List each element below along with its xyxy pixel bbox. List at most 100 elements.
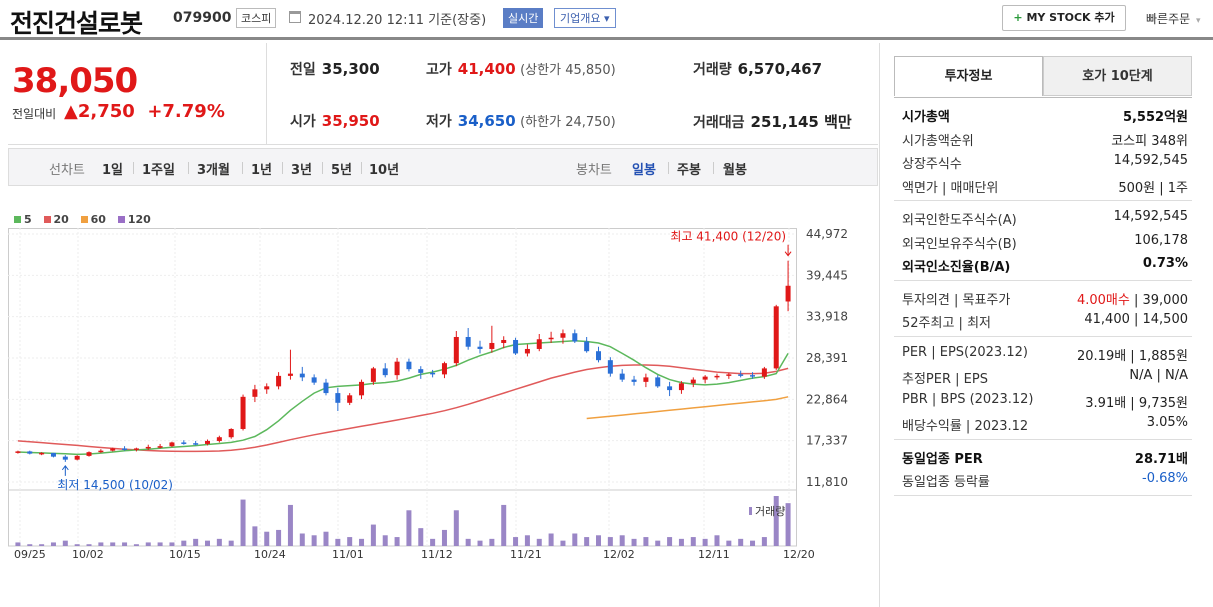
candle-body (619, 373, 625, 380)
info-value: 14,592,545 (1113, 153, 1188, 168)
low-arrow (61, 465, 69, 476)
candle-body (299, 373, 305, 378)
volume-bar (15, 542, 21, 546)
info-key: 시가총액순위 (902, 133, 974, 149)
tab-1w[interactable]: 1주일 (142, 163, 175, 178)
tab-investment-info[interactable]: 투자정보 (894, 56, 1043, 96)
tab-3m[interactable]: 3개월 (197, 163, 230, 178)
info-value: 106,178 (1134, 232, 1188, 248)
info-row: 투자의견 | 목표주가 4.00매수 | 39,000 (894, 285, 1192, 309)
high-arrow (784, 244, 792, 257)
volume-bar (513, 537, 519, 546)
info-key: 외국인보유주식수(B) (902, 236, 1017, 252)
volume-bar (536, 538, 542, 546)
volume-bar (39, 544, 45, 546)
tab-weekly[interactable]: 주봉 (677, 163, 701, 178)
stock-name: 전진건설로봇 (10, 9, 143, 38)
mystock-add-button[interactable]: + MY STOCK 추가 (1002, 5, 1126, 31)
candle-body (631, 379, 637, 382)
x-tick-label: 11/01 (332, 548, 364, 558)
info-value: -0.68% (1142, 471, 1188, 486)
candle-body (501, 339, 507, 343)
volume-bar (157, 542, 163, 546)
candle-body (560, 333, 566, 338)
quick-order-link[interactable]: 빠른주문 ▾ (1146, 12, 1201, 26)
volume-bar (702, 538, 708, 546)
candle-body (785, 285, 791, 302)
volume-bar (785, 503, 791, 546)
candle-body (441, 363, 447, 375)
candle-body (524, 348, 530, 354)
volume-bar (110, 542, 116, 546)
high-annotation: 최고 41,400 (12/20) (670, 230, 786, 244)
tab-3y[interactable]: 3년 (291, 163, 313, 178)
volume-bar (86, 544, 92, 546)
info-row: 상장주식수 14,592,545 (894, 149, 1192, 173)
tab-orderbook[interactable]: 호가 10단계 (1043, 56, 1192, 96)
realtime-button[interactable]: 실시간 (503, 8, 544, 28)
corp-info-dropdown[interactable]: 기업개요 ▾ (554, 8, 616, 28)
info-value: 코스피 348위 (1111, 133, 1188, 149)
tab-10y[interactable]: 10년 (369, 163, 400, 178)
candle-body (169, 442, 175, 447)
line-chart-label: 선차트 (49, 163, 85, 178)
info-key: 52주최고 | 최저 (902, 316, 991, 331)
info-row: 외국인보유주식수(B) 106,178 (894, 229, 1192, 253)
candlestick-chart[interactable]: 44,972 39,445 33,918 28,391 22,864 17,337 11,8… (8, 228, 878, 558)
volume-bar (655, 540, 661, 546)
info-value: 20.19배 | 1,885원 (1077, 348, 1188, 364)
candle-body (145, 446, 151, 449)
candle-body (216, 437, 222, 441)
volume-bar (299, 533, 305, 546)
candle-body (584, 341, 590, 352)
info-row: 동일업종 PER 28.71배 (894, 444, 1192, 468)
info-value: 14,592,545 (1113, 209, 1188, 224)
candle-body (74, 455, 80, 460)
candle-body (761, 368, 767, 377)
candle-body (489, 342, 495, 349)
info-key: 상장주식수 (902, 157, 962, 172)
ma-line-ma60 (586, 396, 789, 420)
ma-line-ma20 (17, 364, 789, 453)
info-row: 시가총액순위 코스피 348위 (894, 126, 1192, 150)
datetime: 2024.12.20 12:11 기준(장중) (308, 13, 487, 28)
candle-body (181, 442, 187, 444)
info-value: 41,400 | 14,500 (1084, 312, 1188, 327)
tab-1y[interactable]: 1년 (251, 163, 273, 178)
info-row: PER | EPS(2023.12) 20.19배 | 1,885원 (894, 341, 1192, 365)
volume-bar (359, 538, 365, 546)
candle-body (406, 361, 412, 370)
candle-body (287, 373, 293, 376)
x-tick-label: 12/02 (603, 548, 635, 558)
tab-1d[interactable]: 1일 (102, 163, 124, 178)
volume-bar (311, 535, 317, 546)
candle-body (773, 306, 779, 369)
tab-5y[interactable]: 5년 (331, 163, 353, 178)
volume-bar (607, 537, 613, 546)
volume-bar (216, 538, 222, 546)
quote-panel: 38,050 전일대비 ▲2,750 +7.79% 전일 35,300 고가 41,… (8, 43, 878, 145)
info-row: 시가총액 5,552억원 (894, 102, 1192, 126)
volume: 거래량 6,570,467 (693, 60, 823, 78)
tab-monthly[interactable]: 월봉 (723, 163, 747, 178)
volume-bar (205, 540, 210, 546)
candle-body (323, 382, 329, 394)
info-value: 3.91배 | 9,735원 (1085, 395, 1188, 411)
candle-body (15, 451, 21, 453)
y-tick-label: 28,391 (806, 351, 848, 365)
volume-bar (406, 510, 412, 546)
tab-daily[interactable]: 일봉 (632, 163, 656, 178)
candle-body (430, 372, 436, 375)
y-tick-label: 33,918 (806, 310, 848, 324)
volume-bar (690, 537, 696, 546)
legend-ma120: 120 (117, 213, 151, 226)
x-tick-label: 11/21 (510, 548, 542, 558)
candle-body (382, 368, 388, 376)
chart-period-tabs: 선차트 1일 1주일 3개월 1년 3년 5년 10년 봉차트 일봉 주봉 월봉 (8, 148, 878, 186)
volume-bar (181, 540, 187, 546)
y-tick-label: 17,337 (806, 434, 848, 448)
info-row: 외국인소진율(B/A) 0.73% (894, 252, 1192, 276)
market-badge: 코스피 (236, 8, 277, 28)
volume-bar (524, 535, 530, 546)
